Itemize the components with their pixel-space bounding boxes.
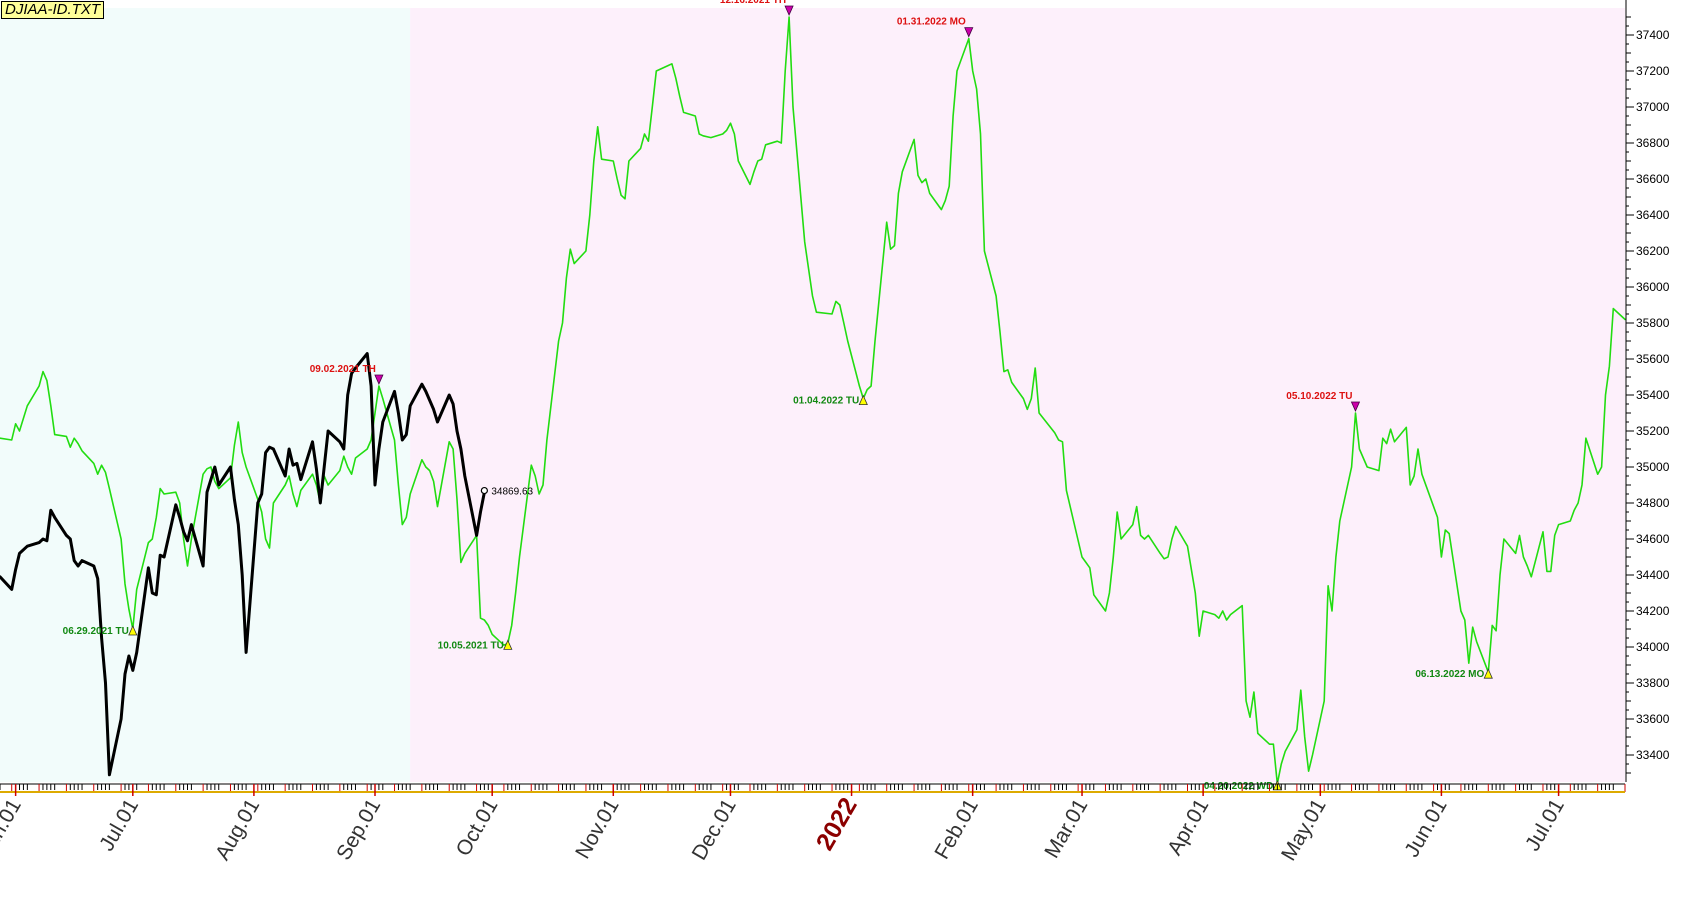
background-zone-1 [410, 8, 1625, 782]
file-title: DJIAA-ID.TXT [1, 1, 105, 19]
pivot-low-marker-4 [858, 394, 868, 406]
last-value-label: 34869.63 [491, 487, 533, 498]
pivot-label-3: 12.16.2021 TH [720, 0, 786, 6]
y-tick-label: 34200 [1636, 604, 1670, 618]
y-tick-label: 35600 [1636, 352, 1670, 366]
pivot-low-marker-0 [128, 625, 138, 636]
series-lines: 34869.63 [0, 16, 1626, 785]
pivot-label-4: 01.04.2022 TU [793, 396, 859, 407]
y-tick-label: 37400 [1636, 28, 1670, 42]
pivot-high-marker-3 [784, 5, 794, 16]
y-tick-label: 36000 [1636, 280, 1670, 294]
x-month-label: Aug.01 [211, 795, 264, 864]
x-month-label: Dec.01 [688, 795, 741, 864]
background-zones [0, 8, 1625, 782]
y-axis: 33400 33600 33800 34000 34200 34400 34600 34800… [1625, 0, 1670, 782]
y-tick-label: 35200 [1636, 424, 1670, 438]
y-tick-label: 35000 [1636, 460, 1670, 474]
x-month-label: Jul.01 [95, 795, 143, 855]
pivot-high-marker-5 [964, 27, 974, 38]
x-year-label: 2022 [811, 793, 863, 855]
pivot-low-marker-8 [1483, 668, 1493, 679]
y-tick-label: 37000 [1636, 100, 1670, 114]
y-tick-label: 35800 [1636, 316, 1670, 330]
x-axis-band [0, 791, 1625, 793]
x-month-label: Jul.01 [1521, 795, 1569, 855]
x-month-label: Oct.01 [452, 795, 503, 860]
y-tick-label: 37200 [1636, 64, 1670, 78]
y-tick-label: 33600 [1636, 712, 1670, 726]
y-tick-label: 34000 [1636, 640, 1670, 654]
y-tick-label: 35400 [1636, 388, 1670, 402]
pivot-label-0: 06.29.2021 TU [63, 626, 129, 637]
pivot-label-8: 06.13.2022 MO [1415, 669, 1484, 680]
y-tick-label: 36600 [1636, 172, 1670, 186]
pivot-high-marker-1 [374, 374, 384, 385]
pivot-label-5: 01.31.2022 MO [897, 17, 966, 28]
background-zone-0 [0, 8, 411, 782]
last-value-marker [480, 486, 488, 495]
y-tick-label: 33800 [1636, 676, 1670, 690]
pivot-high-marker-7 [1350, 401, 1361, 412]
x-axis: Jun.01 Jul.01 Aug.01 Sep.01 Oct.01 Nov.01 Dec.… [0, 783, 1626, 865]
pivot-label-7: 05.10.2022 TU [1286, 391, 1352, 402]
y-tick-label: 33400 [1636, 748, 1670, 762]
x-month-label: Mar.01 [1040, 795, 1092, 862]
x-month-label: Jun.01 [0, 795, 26, 861]
x-month-label: Jun.01 [1400, 795, 1451, 861]
series-line-1 [0, 352, 486, 777]
x-month-label: Nov.01 [571, 795, 623, 863]
pivot-label-6: 04.20.2022 WD [1204, 781, 1274, 792]
y-tick-label: 34600 [1636, 532, 1670, 546]
pivot-annotations: 06.29.2021 TU 09.02.2021 TH 10.05.2021 TU 1… [63, 0, 1493, 792]
pivot-label-2: 10.05.2021 TU [438, 640, 504, 651]
y-tick-label: 34800 [1636, 496, 1670, 510]
series-line-0 [0, 16, 1626, 785]
y-tick-label: 36800 [1636, 136, 1670, 150]
y-tick-label: 34400 [1636, 568, 1670, 582]
pivot-label-1: 09.02.2021 TH [310, 364, 376, 375]
y-tick-label: 36200 [1636, 244, 1670, 258]
pivot-low-marker-2 [503, 639, 513, 650]
x-month-label: May.01 [1277, 795, 1331, 865]
x-month-label: Sep.01 [332, 795, 385, 864]
x-month-label: Apr.01 [1163, 795, 1213, 859]
x-month-label: Feb.01 [930, 795, 983, 863]
y-tick-label: 36400 [1636, 208, 1670, 222]
